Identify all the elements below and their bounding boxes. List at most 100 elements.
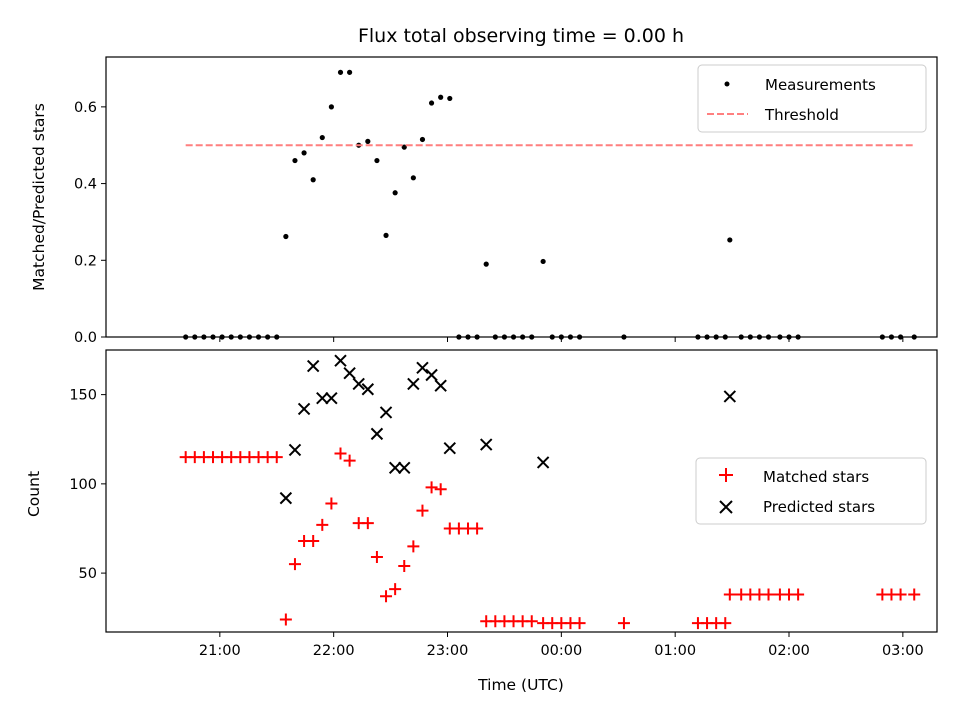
predicted-star-point <box>361 383 375 396</box>
y-tick-label: 50 <box>79 566 97 582</box>
predicted-star-point <box>443 441 456 455</box>
predicted-star-point <box>316 391 329 405</box>
predicted-star-point <box>434 379 447 392</box>
matched-star-point <box>361 517 374 530</box>
predicted-star-point <box>297 402 311 416</box>
bottom-y-axis-label: Count <box>25 471 43 517</box>
x-tick-label: 21:00 <box>199 643 241 659</box>
legend-predicted-label: Predicted stars <box>763 498 875 516</box>
matched-star-point <box>307 534 320 547</box>
matched-star-point <box>894 588 907 601</box>
y-tick-label: 0.6 <box>74 100 97 116</box>
matched-star-point <box>343 454 356 467</box>
predicted-star-point <box>343 366 356 380</box>
measurement-point <box>410 175 416 181</box>
y-tick-label: 150 <box>69 388 97 404</box>
predicted-star-point <box>480 438 493 451</box>
measurement-point <box>483 261 489 267</box>
predicted-star-point <box>334 354 347 367</box>
measurement-point <box>301 150 307 156</box>
measurement-point <box>383 232 389 238</box>
x-tick-label: 02:00 <box>768 643 810 659</box>
measurement-point <box>283 233 289 240</box>
matched-star-point <box>389 583 402 596</box>
x-axis-label: Time (UTC) <box>477 676 564 694</box>
measurement-point <box>337 69 344 75</box>
measurement-point <box>447 95 453 102</box>
bottom-panel: 50 100 150 21:00 22:00 23:00 00:00 01:00 02:00 0… <box>25 349 938 694</box>
top-y-ticks: 0.0 0.2 0.4 0.6 <box>74 100 106 346</box>
matched-star-point <box>398 559 411 572</box>
legend-matched-label: Matched stars <box>763 468 869 486</box>
measurement-point <box>347 69 353 75</box>
measurement-point <box>428 100 435 106</box>
predicted-star-point <box>723 390 737 403</box>
top-x-ticks <box>219 337 904 342</box>
measurement-point <box>310 177 316 183</box>
matched-star-point <box>908 588 921 601</box>
y-tick-label: 0.2 <box>74 253 97 269</box>
predicted-star-point <box>416 361 429 375</box>
x-tick-label: 23:00 <box>427 643 469 659</box>
measurement-point <box>727 237 733 243</box>
measurement-point <box>419 136 426 143</box>
measurement-point <box>374 157 380 164</box>
chart-title: Flux total observing time = 0.00 h <box>358 25 684 47</box>
count-marks <box>179 354 921 630</box>
matched-star-point <box>525 615 538 628</box>
top-legend: Measurements Threshold <box>697 64 927 133</box>
x-tick-label: 00:00 <box>540 643 582 659</box>
predicted-star-point <box>325 391 338 405</box>
matched-star-point <box>416 504 429 517</box>
matched-star-point <box>434 483 447 496</box>
bottom-x-ticks: 21:00 22:00 23:00 00:00 01:00 02:00 03:00 <box>199 632 924 659</box>
matched-star-point <box>407 540 420 553</box>
measurement-point <box>292 157 298 164</box>
y-tick-label: 0.4 <box>74 177 97 193</box>
matched-star-point <box>617 617 630 630</box>
top-plot-frame <box>105 56 938 338</box>
predicted-star-point <box>388 461 402 475</box>
measurement-point <box>319 134 325 141</box>
x-tick-label: 01:00 <box>654 643 696 659</box>
top-legend-box <box>697 64 927 133</box>
predicted-star-point <box>379 406 393 419</box>
predicted-star-point <box>370 427 384 441</box>
measurement-point <box>365 138 371 144</box>
x-tick-label: 03:00 <box>882 643 924 659</box>
matched-star-point <box>723 588 736 601</box>
matched-star-point <box>792 588 805 601</box>
legend-predicted-marker <box>719 500 733 514</box>
top-y-axis-label: Matched/Predicted stars <box>30 103 48 291</box>
measurement-point <box>540 258 546 265</box>
x-tick-label: 22:00 <box>313 643 355 659</box>
matched-star-point <box>425 481 438 494</box>
legend-measurements-marker <box>724 81 730 87</box>
measurement-point <box>438 94 444 100</box>
bottom-y-ticks: 50 100 150 <box>69 388 106 582</box>
legend-matched-marker <box>719 468 733 482</box>
matched-star-point <box>325 497 338 510</box>
matched-star-point <box>288 558 301 571</box>
predicted-star-point <box>288 443 302 457</box>
matched-star-point <box>762 588 775 601</box>
predicted-star-point <box>398 461 411 475</box>
measurement-point <box>401 144 407 150</box>
predicted-star-point <box>536 456 550 469</box>
matched-star-point <box>719 617 732 630</box>
measurement-point <box>392 190 398 196</box>
top-panel: 0.0 0.2 0.4 0.6 Matched/Predicted stars Mea… <box>30 56 938 346</box>
predicted-star-point <box>352 377 365 391</box>
y-tick-label: 100 <box>69 477 97 493</box>
matched-star-point <box>380 590 393 603</box>
matched-star-point <box>573 617 586 630</box>
matched-star-point <box>471 522 484 535</box>
y-tick-label: 0.0 <box>74 330 97 346</box>
matched-star-point <box>270 451 283 464</box>
matched-star-point <box>316 518 329 531</box>
predicted-star-point <box>306 359 320 373</box>
predicted-star-point <box>425 368 438 382</box>
matched-star-point <box>334 447 347 460</box>
legend-measurements-label: Measurements <box>765 76 876 94</box>
